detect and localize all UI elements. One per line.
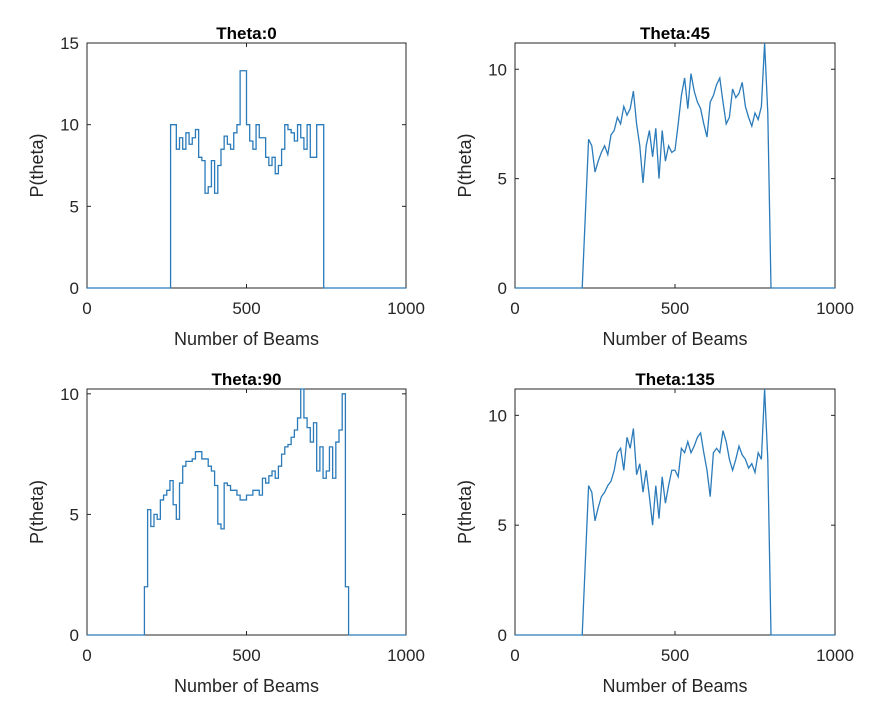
x-tick-label: 1000 [387, 646, 425, 665]
y-tick-label: 0 [498, 279, 507, 298]
chart-title: Theta:45 [640, 24, 710, 43]
y-axis-label: P(theta) [455, 133, 475, 197]
y-tick-label: 10 [488, 60, 507, 79]
subplot-4: Theta:135 0 500 1000 0 5 10 Number of Beams P(th… [455, 370, 854, 696]
y-axis-label: P(theta) [27, 133, 47, 197]
series-line [515, 42, 835, 289]
y-tick-label: 10 [488, 406, 507, 425]
x-tick-label: 500 [232, 646, 260, 665]
x-tick-label: 1000 [816, 299, 854, 318]
series-line [87, 70, 406, 289]
chart-title: Theta:90 [212, 370, 282, 389]
series-line [515, 388, 835, 636]
subplot-1: Theta:0 0 500 1000 0 5 10 15 Number of Beams P(th… [27, 24, 425, 349]
y-tick-label: 10 [60, 385, 79, 404]
x-tick-label: 500 [661, 299, 689, 318]
y-tick-label: 0 [70, 279, 79, 298]
x-tick-label: 0 [510, 646, 519, 665]
x-tick-label: 0 [82, 646, 91, 665]
y-tick-label: 0 [498, 626, 507, 645]
y-tick-label: 5 [498, 516, 507, 535]
chart-title: Theta:0 [216, 24, 276, 43]
x-axis-label: Number of Beams [174, 676, 319, 696]
y-tick-label: 5 [70, 197, 79, 216]
y-tick-label: 10 [60, 116, 79, 135]
y-tick-label: 15 [60, 34, 79, 53]
y-axis-label: P(theta) [455, 480, 475, 544]
y-tick-label: 5 [498, 170, 507, 189]
y-tick-label: 5 [70, 505, 79, 524]
y-axis-label: P(theta) [27, 480, 47, 544]
x-tick-label: 0 [82, 299, 91, 318]
x-tick-label: 500 [232, 299, 260, 318]
x-axis-label: Number of Beams [602, 329, 747, 349]
series-line [87, 388, 406, 636]
subplot-3: Theta:90 0 500 1000 0 5 10 Number of Beams P(the… [27, 370, 425, 696]
x-tick-label: 1000 [816, 646, 854, 665]
x-tick-label: 0 [510, 299, 519, 318]
y-tick-label: 0 [70, 626, 79, 645]
axes-frame [86, 388, 407, 636]
x-axis-label: Number of Beams [174, 329, 319, 349]
x-tick-label: 500 [661, 646, 689, 665]
axes-frame [514, 42, 836, 289]
chart-title: Theta:135 [635, 370, 714, 389]
x-tick-label: 1000 [387, 299, 425, 318]
subplot-2: Theta:45 0 500 1000 0 5 10 Number of Beams P(the… [455, 24, 854, 349]
axes-frame [514, 388, 836, 636]
x-axis-label: Number of Beams [602, 676, 747, 696]
